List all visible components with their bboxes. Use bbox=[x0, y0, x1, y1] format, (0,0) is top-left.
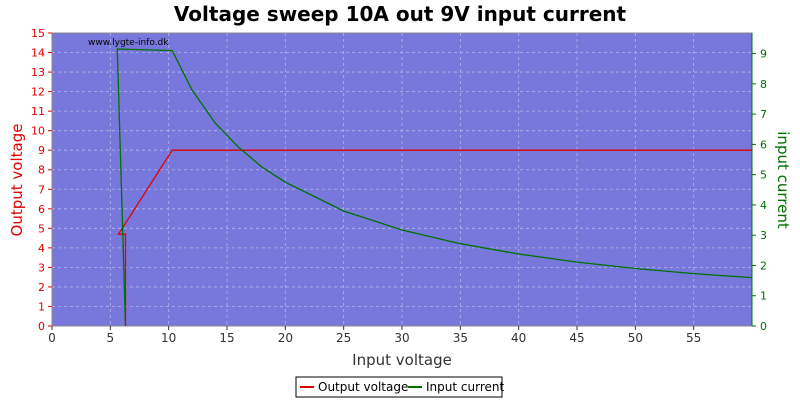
x-tick-label: 10 bbox=[161, 331, 176, 345]
y-tick-label: 2 bbox=[38, 281, 45, 294]
x-axis: 0 5 10 15 20 25 30 35 40 45 50 55 bbox=[48, 326, 701, 345]
x-tick-label: 35 bbox=[453, 331, 468, 345]
y-tick-label: 15 bbox=[31, 27, 45, 40]
y-axis-right: 0 1 2 3 4 5 6 7 8 9 bbox=[751, 33, 767, 333]
y2-tick-label: 3 bbox=[760, 229, 767, 242]
x-tick-label: 45 bbox=[569, 331, 584, 345]
y-tick-label: 10 bbox=[31, 125, 45, 138]
series-line-output-voltage bbox=[117, 149, 752, 326]
y2-tick-label: 2 bbox=[760, 259, 767, 272]
y-tick-label: 5 bbox=[38, 222, 45, 235]
y-tick-label: 7 bbox=[38, 183, 45, 196]
grid bbox=[52, 33, 752, 326]
y-tick-label: 13 bbox=[31, 66, 45, 79]
y2-tick-label: 5 bbox=[760, 169, 767, 182]
y-tick-label: 1 bbox=[38, 300, 45, 313]
series-line-input-current bbox=[116, 48, 753, 327]
watermark: www.lygte-info.dk bbox=[88, 38, 169, 48]
legend: Output voltage Input current bbox=[295, 376, 504, 398]
x-tick-label: 25 bbox=[336, 331, 351, 345]
legend-label-output-voltage: Output voltage bbox=[318, 380, 408, 394]
y-tick-label: 4 bbox=[38, 242, 45, 255]
y2-tick-label: 4 bbox=[760, 199, 767, 212]
y-tick-label: 6 bbox=[38, 203, 45, 216]
y-tick-label: 3 bbox=[38, 261, 45, 274]
x-tick-label: 15 bbox=[219, 331, 234, 345]
x-tick-label: 30 bbox=[394, 331, 409, 345]
y2-axis-title: input current bbox=[774, 131, 792, 229]
y2-tick-label: 9 bbox=[760, 48, 767, 61]
x-tick-label: 5 bbox=[107, 331, 115, 345]
x-axis-title: Input voltage bbox=[352, 351, 452, 369]
x-tick-label: 20 bbox=[278, 331, 293, 345]
y2-tick-label: 7 bbox=[760, 108, 767, 121]
y-tick-label: 11 bbox=[31, 105, 45, 118]
y2-tick-label: 6 bbox=[760, 138, 767, 151]
x-tick-label: 0 bbox=[48, 331, 56, 345]
y-tick-label: 14 bbox=[31, 47, 45, 60]
y2-tick-label: 1 bbox=[760, 290, 767, 303]
x-tick-label: 55 bbox=[686, 331, 701, 345]
y-tick-label: 8 bbox=[38, 164, 45, 177]
chart-title: Voltage sweep 10A out 9V input current bbox=[174, 2, 627, 26]
x-tick-label: 40 bbox=[511, 331, 526, 345]
y2-tick-label: 8 bbox=[760, 78, 767, 91]
y-tick-label: 12 bbox=[31, 86, 45, 99]
y-tick-label: 0 bbox=[38, 320, 45, 333]
x-tick-label: 50 bbox=[628, 331, 643, 345]
y-axis-title: Output voltage bbox=[8, 124, 26, 237]
y2-tick-label: 0 bbox=[760, 320, 767, 333]
series-group bbox=[116, 48, 753, 327]
legend-label-input-current: Input current bbox=[426, 380, 504, 394]
legend-box bbox=[295, 376, 503, 398]
y-tick-label: 9 bbox=[38, 144, 45, 157]
